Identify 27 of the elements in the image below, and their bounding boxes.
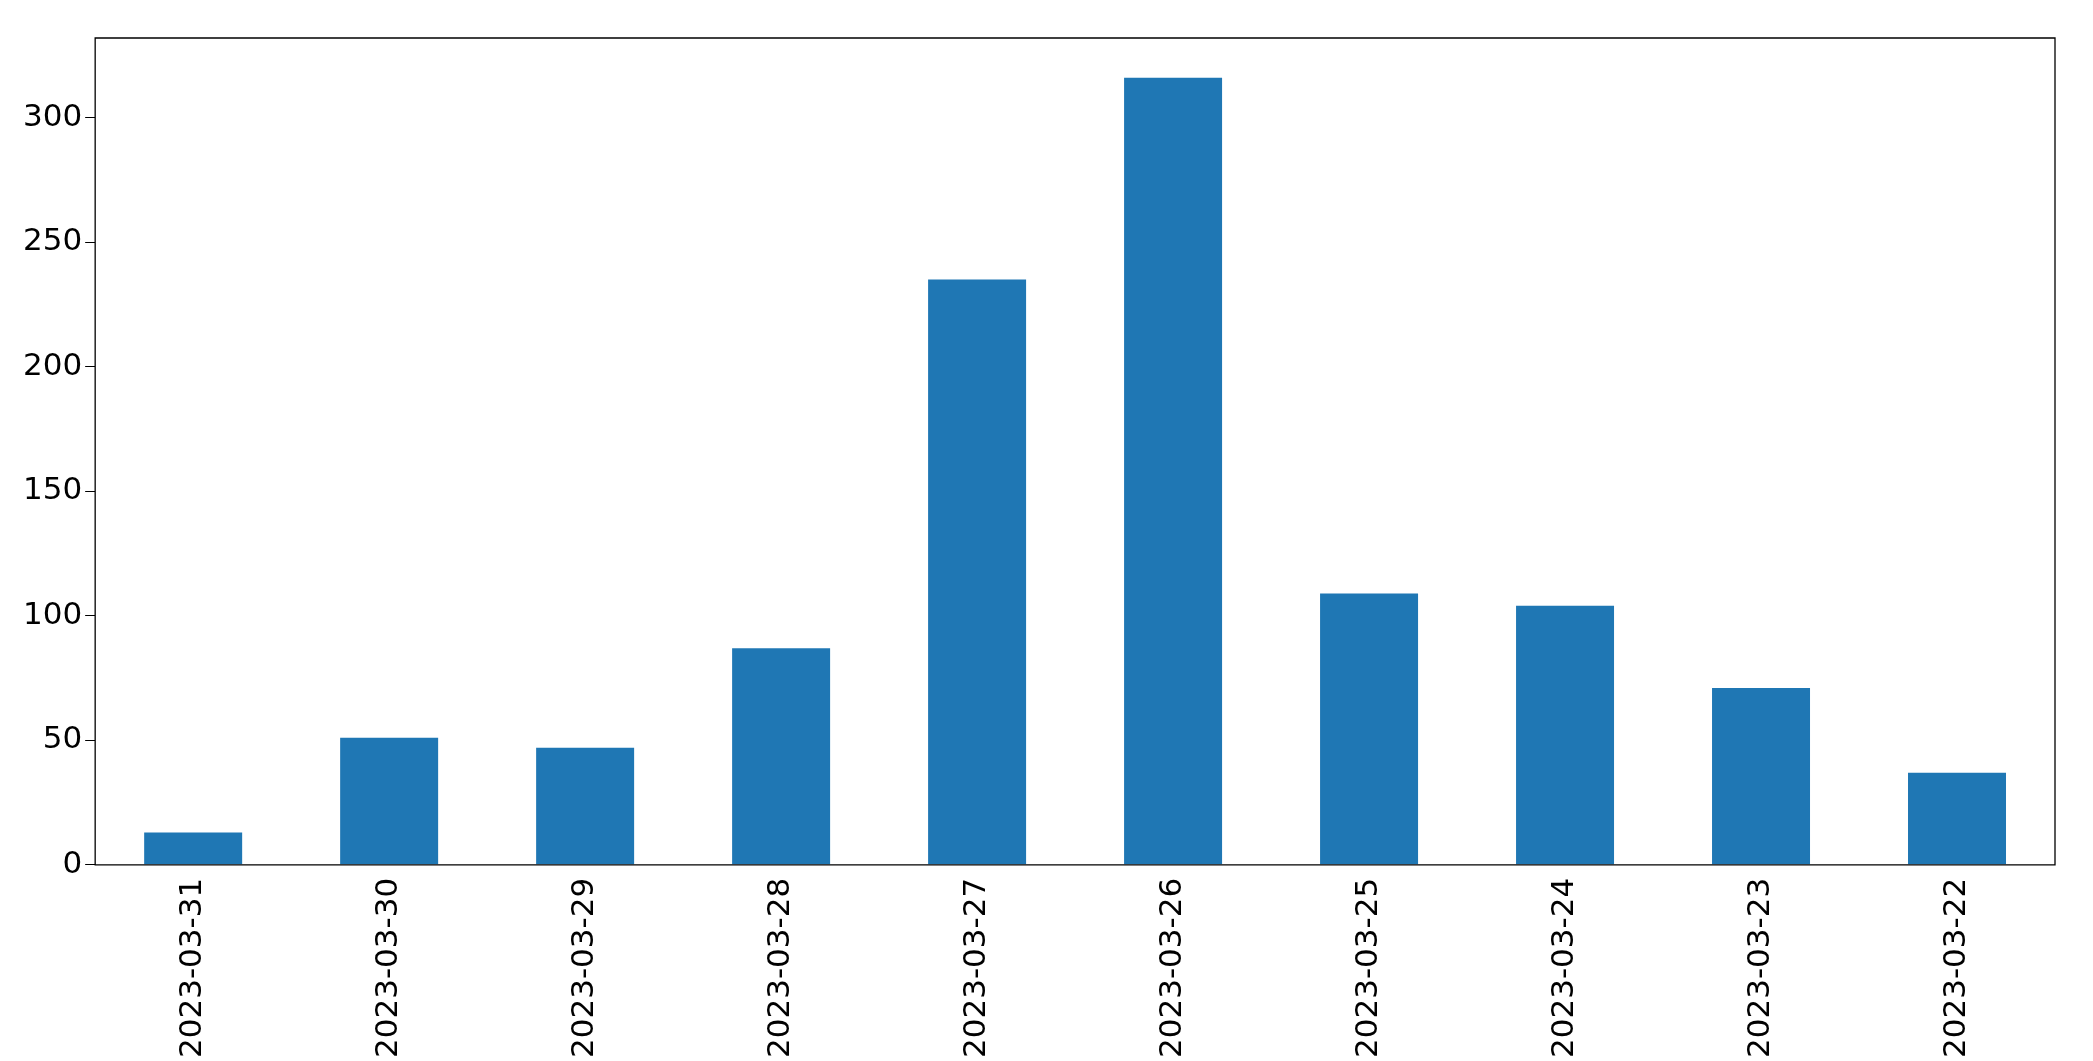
x-tick-label: 2023-03-30 [368, 877, 405, 1059]
y-tick-label: 300 [23, 96, 83, 133]
x-tick-label: 2023-03-25 [1348, 877, 1385, 1059]
x-tick-label: 2023-03-28 [760, 877, 797, 1059]
bar [144, 832, 243, 865]
y-tick-label: 50 [42, 719, 83, 756]
y-tick-label: 200 [23, 345, 83, 382]
y-tick-label: 250 [23, 221, 83, 258]
bar [1908, 772, 2006, 865]
bar [1516, 605, 1615, 865]
x-tick-label: 2023-03-31 [172, 877, 209, 1059]
bar [928, 279, 1027, 865]
x-tick-label: 2023-03-27 [956, 877, 993, 1059]
x-tick-label: 2023-03-22 [1936, 877, 1973, 1059]
y-tick-label: 150 [23, 470, 83, 507]
bar [536, 747, 635, 865]
bar [1124, 77, 1223, 865]
y-tick-label: 0 [62, 843, 83, 880]
x-tick-label: 2023-03-24 [1544, 877, 1581, 1059]
bar [1712, 688, 1811, 865]
x-tick-label: 2023-03-29 [564, 877, 601, 1059]
x-tick-label: 2023-03-26 [1152, 877, 1189, 1059]
y-tick-label: 100 [23, 594, 83, 631]
bar [732, 648, 831, 865]
x-tick-label: 2023-03-23 [1740, 877, 1777, 1059]
bar [340, 737, 439, 865]
bar [1320, 593, 1419, 865]
